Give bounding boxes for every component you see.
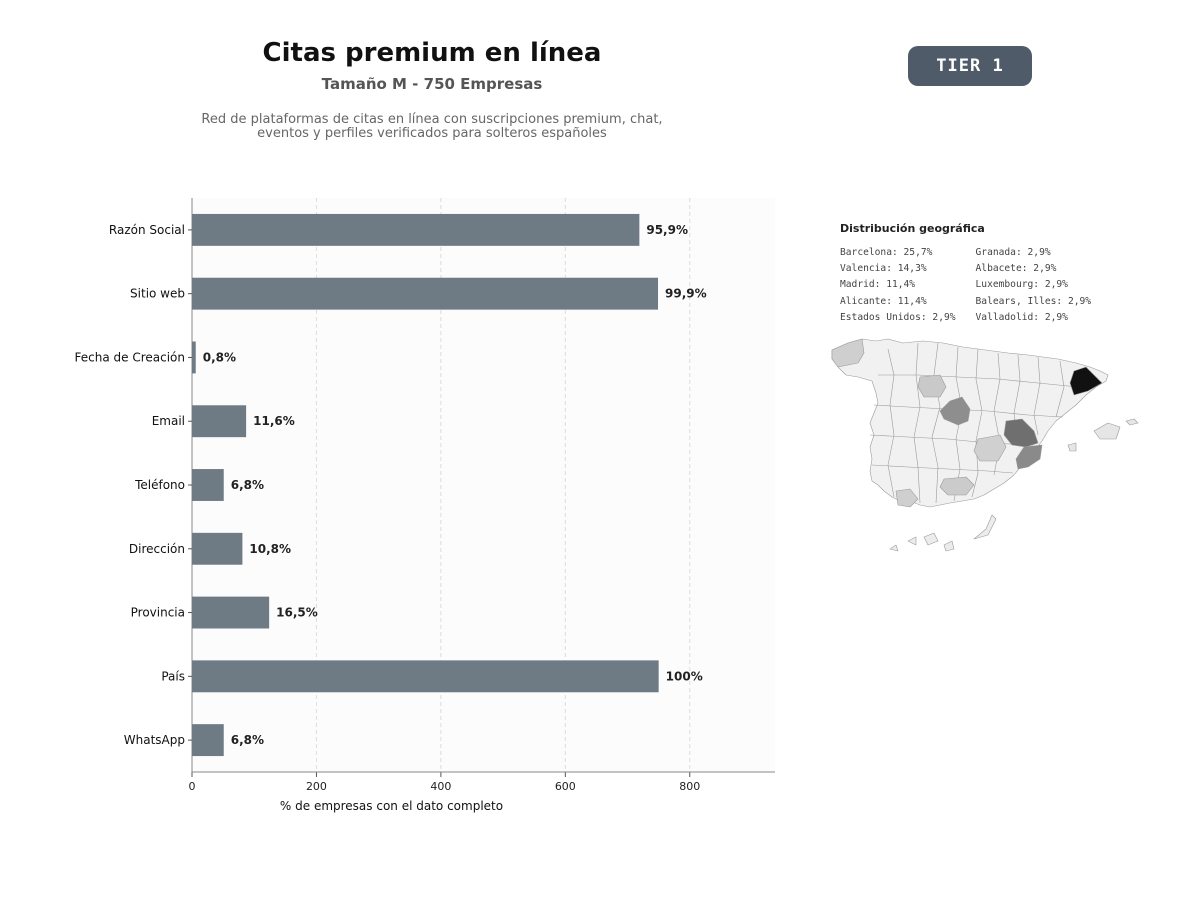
x-axis-label: % de empresas con el dato completo bbox=[280, 799, 503, 813]
tier-badge: TIER 1 bbox=[908, 46, 1032, 86]
data-label: 0,8% bbox=[203, 350, 236, 364]
bar bbox=[192, 660, 659, 693]
bar bbox=[192, 724, 224, 757]
data-label: 6,8% bbox=[231, 478, 264, 492]
map-region-barcelona bbox=[1069, 366, 1103, 396]
map-canary-2 bbox=[907, 536, 917, 546]
map-canary-3 bbox=[923, 532, 939, 546]
x-tick-label: 400 bbox=[430, 780, 451, 793]
map-balearics-mallorca bbox=[1093, 422, 1121, 440]
data-label: 10,8% bbox=[249, 542, 291, 556]
bar bbox=[192, 213, 640, 246]
x-tick-label: 800 bbox=[679, 780, 700, 793]
geo-item: Alicante: 11,4% bbox=[840, 295, 927, 307]
header: Citas premium en línea Tamaño M - 750 Em… bbox=[172, 38, 692, 142]
geo-title: Distribución geográfica bbox=[840, 222, 985, 235]
data-label: 11,6% bbox=[253, 414, 295, 428]
geo-item: Valencia: 14,3% bbox=[840, 263, 927, 275]
data-label: 95,9% bbox=[646, 223, 688, 237]
geo-item: Albacete: 2,9% bbox=[975, 263, 1057, 275]
map-region-valladolid bbox=[917, 374, 947, 398]
map-balearics-ibiza bbox=[1067, 442, 1077, 452]
y-tick-label: Email bbox=[152, 414, 185, 428]
data-label: 6,8% bbox=[231, 733, 264, 747]
map-region-albacete bbox=[973, 434, 1007, 462]
x-tick-label: 600 bbox=[555, 780, 576, 793]
map-region-galicia bbox=[831, 338, 865, 368]
geo-item: Barcelona: 25,7% bbox=[840, 247, 933, 258]
spain-map bbox=[831, 338, 1139, 552]
bar bbox=[192, 596, 270, 629]
bar-chart: 0 200 400 600 800 Razón Social 95,9% Sitio web 9… bbox=[75, 198, 775, 813]
geo-item: Balears, Illes: 2,9% bbox=[975, 295, 1092, 307]
geo-item: Madrid: 11,4% bbox=[840, 279, 916, 291]
map-region-cadiz bbox=[895, 488, 919, 508]
map-region-madrid bbox=[939, 396, 971, 426]
geo-distribution: Distribución geográfica Barcelona: 25,7%… bbox=[840, 222, 1160, 326]
y-tick-label: WhatsApp bbox=[124, 733, 185, 747]
y-tick-label: Teléfono bbox=[134, 478, 185, 492]
geo-item: Estados Unidos: 2,9% bbox=[840, 311, 956, 323]
y-tick-label: Fecha de Creación bbox=[75, 350, 185, 364]
geo-column: Granada: 2,9% Albacete: 2,9% Luxembourg: 2… bbox=[976, 245, 1092, 326]
geo-column: Barcelona: 25,7% Valencia: 14,3% Madrid: 1… bbox=[840, 245, 956, 326]
data-label: 16,5% bbox=[276, 606, 318, 620]
page-title: Citas premium en línea bbox=[262, 38, 602, 68]
map-canary-5 bbox=[973, 514, 997, 540]
x-tick-label: 0 bbox=[189, 780, 196, 793]
bar bbox=[192, 532, 243, 565]
y-tick-label: Razón Social bbox=[109, 223, 185, 237]
geo-list: Barcelona: 25,7% Valencia: 14,3% Madrid: 1… bbox=[840, 245, 1160, 326]
map-canary-1 bbox=[889, 544, 899, 552]
map-canary-4 bbox=[943, 540, 955, 552]
y-tick-label: País bbox=[161, 669, 185, 683]
data-label: 100% bbox=[666, 669, 703, 683]
map-region-granada bbox=[939, 476, 975, 496]
data-label: 99,9% bbox=[665, 287, 707, 301]
page-description: Red de plataformas de citas en línea con… bbox=[201, 112, 663, 142]
page-subtitle: Tamaño M - 750 Empresas bbox=[321, 75, 543, 94]
y-tick-label: Dirección bbox=[129, 542, 185, 556]
map-region-valencia bbox=[1003, 418, 1039, 448]
geo-item: Granada: 2,9% bbox=[975, 247, 1051, 258]
geo-item: Luxembourg: 2,9% bbox=[975, 279, 1068, 291]
y-tick-label: Provincia bbox=[131, 606, 185, 620]
x-tick-label: 200 bbox=[306, 780, 327, 793]
bar bbox=[192, 405, 247, 438]
y-tick-label: Sitio web bbox=[130, 287, 185, 301]
map-balearics-menorca bbox=[1125, 418, 1139, 426]
map-mainland bbox=[831, 338, 1109, 508]
bar bbox=[192, 469, 224, 501]
map-region-alicante bbox=[1015, 444, 1043, 470]
geo-item: Valladolid: 2,9% bbox=[975, 311, 1068, 323]
bar bbox=[192, 277, 659, 310]
bar bbox=[192, 341, 196, 374]
